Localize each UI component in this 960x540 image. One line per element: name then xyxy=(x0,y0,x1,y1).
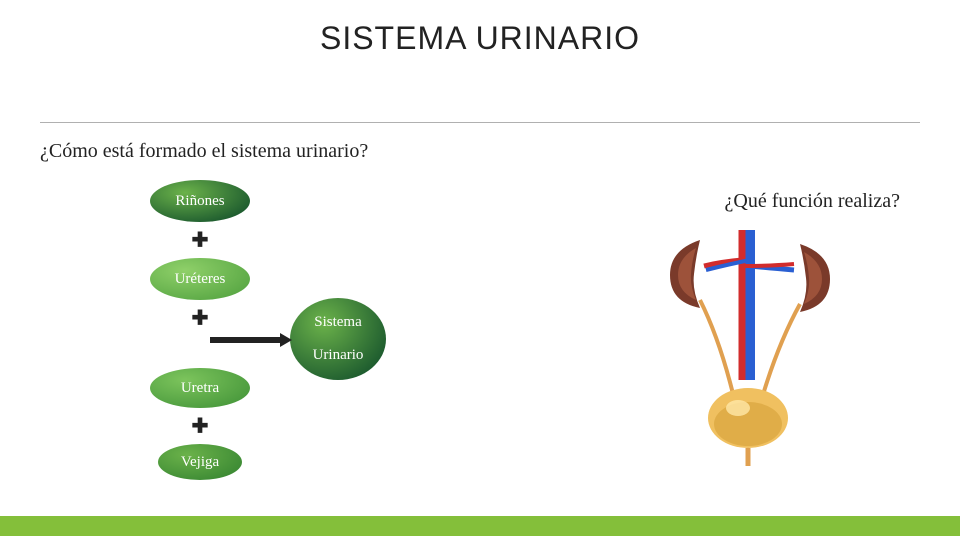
plus-icon: ✚ xyxy=(192,414,209,439)
oval-label-line2: Urinario xyxy=(313,347,364,364)
oval-vejiga: Vejiga xyxy=(158,444,242,480)
oval-sistema-urinario: Sistema Urinario xyxy=(290,298,386,380)
page-title: SISTEMA URINARIO xyxy=(0,20,960,57)
oval-rinones: Riñones xyxy=(150,180,250,222)
urinary-system-illustration xyxy=(650,230,850,470)
components-diagram: Riñones Uréteres Uretra Vejiga Sistema U… xyxy=(80,180,420,500)
oval-label: Uretra xyxy=(181,380,219,397)
oval-label: Vejiga xyxy=(181,454,219,471)
subtitle: ¿Cómo está formado el sistema urinario? xyxy=(40,140,368,163)
divider xyxy=(40,122,920,123)
footer-bar xyxy=(0,516,960,536)
oval-ureteres: Uréteres xyxy=(150,258,250,300)
oval-label: Riñones xyxy=(175,193,224,210)
oval-uretra: Uretra xyxy=(150,368,250,408)
oval-label: Uréteres xyxy=(175,271,226,288)
question-text: ¿Qué función realiza? xyxy=(725,190,900,213)
plus-icon: ✚ xyxy=(192,306,209,331)
arrow-head-icon xyxy=(280,333,292,347)
plus-icon: ✚ xyxy=(192,228,209,253)
arrow-connector xyxy=(210,337,280,343)
oval-label-line1: Sistema xyxy=(313,314,364,331)
